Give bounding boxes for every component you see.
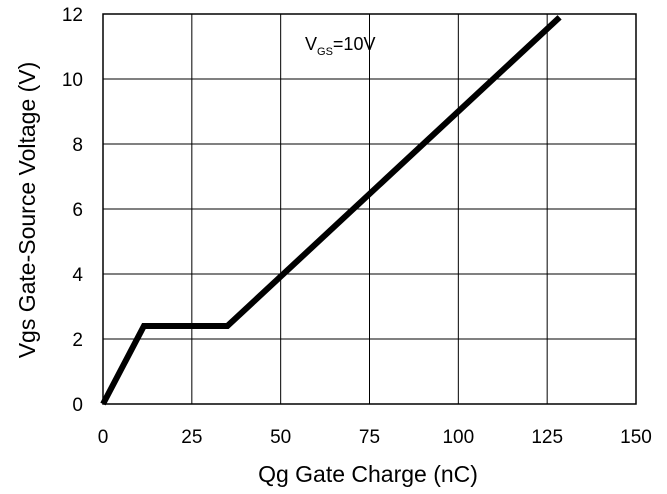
plot-frame xyxy=(102,13,637,405)
x-tick-label: 50 xyxy=(270,427,291,448)
x-tick-labels: 0 25 50 75 100 125 150 xyxy=(98,427,652,448)
x-tick-label: 25 xyxy=(181,427,202,448)
y-tick-label: 8 xyxy=(72,135,83,156)
y-tick-labels: 0 2 4 6 8 10 12 xyxy=(62,5,84,416)
vgs-annotation: VGS=10V xyxy=(305,34,375,58)
x-tick-label: 125 xyxy=(531,427,563,448)
y-tick-label: 12 xyxy=(62,5,83,26)
series-layer xyxy=(100,15,562,406)
x-tick-label: 150 xyxy=(620,427,652,448)
x-axis-title: Qg Gate Charge (nC) xyxy=(258,461,478,487)
y-tick-label: 4 xyxy=(72,265,83,286)
series-line-0 xyxy=(100,15,562,406)
y-tick-label: 2 xyxy=(72,330,83,351)
grid-lines xyxy=(102,13,637,405)
x-tick-label: 75 xyxy=(359,427,380,448)
y-tick-label: 6 xyxy=(72,200,83,221)
x-tick-label: 100 xyxy=(442,427,474,448)
y-axis-title: Vgs Gate-Source Voltage (V) xyxy=(14,62,40,359)
y-tick-label: 10 xyxy=(62,70,83,91)
y-tick-label: 0 xyxy=(72,395,83,416)
x-tick-label: 0 xyxy=(98,427,109,448)
